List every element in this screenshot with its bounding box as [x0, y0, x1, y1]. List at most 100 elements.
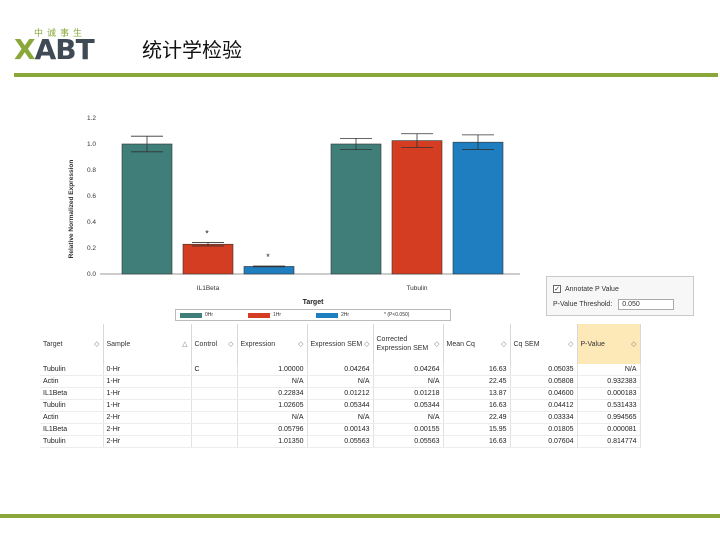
column-header[interactable]: Target ◇ [40, 324, 104, 364]
results-table: Target ◇ Sample △ Control ◇ Expression ◇ Express… [40, 324, 641, 448]
expression-bar-chart: 0.0 0.2 0.4 0.6 0.8 1.0 1.2 Relative Normalized… [60, 100, 530, 322]
column-header[interactable]: Mean Cq ◇ [443, 324, 511, 364]
y-axis-label: Relative Normalized Expression [68, 160, 75, 259]
sort-icon[interactable]: ◇ [364, 341, 370, 348]
chart-legend: 0Hr 1Hr 2Hr * (P<0.050) [175, 309, 451, 321]
sort-icon[interactable]: ◇ [228, 341, 234, 348]
table-cell [191, 387, 238, 400]
table-cell: 0.932383 [577, 375, 641, 388]
sort-icon[interactable]: ◇ [434, 341, 440, 348]
sort-icon[interactable]: ◇ [94, 341, 100, 348]
table-cell: 0.05035 [510, 364, 578, 376]
x-category-label: Tubulin [406, 285, 427, 292]
bottom-rule [0, 514, 720, 518]
table-cell: 1.00000 [237, 364, 308, 376]
table-cell: IL1Beta [40, 423, 104, 436]
table-cell: 0.000081 [577, 423, 641, 436]
column-header[interactable]: Sample △ [103, 324, 192, 364]
bar-Tubulin-2Hr [452, 141, 504, 275]
sort-icon[interactable]: ◇ [298, 341, 304, 348]
y-tick-label: 0.2 [87, 245, 96, 252]
table-cell: 0.07604 [510, 435, 578, 448]
table-cell: N/A [307, 411, 374, 424]
table-cell: 2-Hr [103, 411, 192, 424]
column-header[interactable]: Corrected Expression SEM ◇ [373, 324, 444, 364]
table-cell: N/A [237, 375, 308, 388]
bar-Tubulin-0Hr [330, 143, 382, 275]
legend-item: 1Hr [248, 312, 312, 318]
column-header-label: Target [43, 340, 63, 348]
column-header-label: Expression SEM [310, 340, 363, 348]
sort-icon[interactable]: ◇ [501, 341, 507, 348]
column-header-label: P-Value [580, 340, 605, 348]
chart-canvas: 0.0 0.2 0.4 0.6 0.8 1.0 1.2 Relative Normalized… [68, 115, 520, 306]
annotate-checkbox[interactable]: ✓ [553, 285, 561, 293]
legend-swatch [316, 312, 338, 318]
top-rule [14, 73, 718, 77]
sort-icon[interactable]: ◇ [568, 341, 574, 348]
table-cell: Tubulin [40, 364, 104, 376]
table-cell: 0.05344 [307, 399, 374, 412]
table-body: Tubulin 0-Hr C 1.00000 0.04264 0.04264 16.63 0.… [40, 364, 641, 448]
table-row[interactable]: Actin 2-Hr N/A N/A N/A 22.49 0.03334 0.994565 [40, 411, 641, 424]
table-row[interactable]: Tubulin 2-Hr 1.01350 0.05563 0.05563 16.63 0.0… [40, 435, 641, 448]
logo-x: X [14, 33, 36, 66]
table-cell: 15.95 [443, 423, 511, 436]
table-cell: Tubulin [40, 435, 104, 448]
y-tick-label: 0.8 [87, 167, 96, 174]
table-row[interactable]: IL1Beta 1-Hr 0.22834 0.01212 0.01218 13.87 0.0… [40, 387, 641, 400]
annotate-label: Annotate P Value [565, 285, 619, 293]
table-cell: 0.531433 [577, 399, 641, 412]
table-cell: 0.814774 [577, 435, 641, 448]
table-row[interactable]: Actin 1-Hr N/A N/A N/A 22.45 0.05808 0.932383 [40, 375, 641, 388]
column-header[interactable]: Control ◇ [191, 324, 238, 364]
table-row[interactable]: Tubulin 1-Hr 1.02605 0.05344 0.05344 16.63 0.0… [40, 399, 641, 412]
column-header-label: Control [194, 340, 218, 348]
table-cell: 16.63 [443, 435, 511, 448]
legend-label: 2Hr [341, 312, 350, 318]
y-tick-label: 1.2 [87, 115, 96, 122]
legend-item: 2Hr [316, 312, 380, 318]
column-header[interactable]: P-Value ◇ [577, 324, 641, 364]
column-header-label: Expression [240, 340, 276, 348]
table-cell: N/A [373, 411, 444, 424]
y-tick-label: 1.0 [87, 141, 96, 148]
table-cell: N/A [237, 411, 308, 424]
table-header-row: Target ◇ Sample △ Control ◇ Expression ◇ Express… [40, 324, 641, 364]
table-cell: 0.01212 [307, 387, 374, 400]
table-cell: Actin [40, 375, 104, 388]
sort-icon[interactable]: ◇ [631, 341, 637, 348]
table-row[interactable]: IL1Beta 2-Hr 0.05796 0.00143 0.00155 15.95 0.0… [40, 423, 641, 436]
table-cell: 0.994565 [577, 411, 641, 424]
y-tick-label: 0.4 [87, 219, 96, 226]
table-cell: 1.02605 [237, 399, 308, 412]
table-cell: IL1Beta [40, 387, 104, 400]
legend-swatch [180, 312, 202, 318]
company-logo: 中诚事生 XABT [14, 26, 114, 66]
table-cell: C [191, 364, 238, 376]
table-cell: 16.63 [443, 399, 511, 412]
table-row[interactable]: Tubulin 0-Hr C 1.00000 0.04264 0.04264 16.63 0.… [40, 364, 641, 376]
table-cell [191, 399, 238, 412]
column-header-label: Corrected Expression SEM [376, 336, 429, 352]
column-header[interactable]: Expression ◇ [237, 324, 308, 364]
y-tick-label: 0.0 [87, 271, 96, 278]
annotate-panel: ✓ Annotate P Value P-Value Threshold: 0.… [546, 276, 694, 316]
column-header[interactable]: Cq SEM ◇ [510, 324, 578, 364]
threshold-input[interactable]: 0.050 [618, 299, 675, 310]
table-cell: 2-Hr [103, 435, 192, 448]
sort-icon[interactable]: △ [182, 341, 188, 348]
table-cell: 13.87 [443, 387, 511, 400]
x-axis-label: Target [303, 299, 325, 306]
table-cell: 22.49 [443, 411, 511, 424]
column-header[interactable]: Expression SEM ◇ [307, 324, 374, 364]
table-cell: 0.01218 [373, 387, 444, 400]
annotate-row[interactable]: ✓ Annotate P Value [553, 285, 619, 293]
bar-IL1Beta-2Hr [243, 266, 295, 275]
threshold-label: P-Value Threshold: [553, 301, 613, 308]
table-cell: 1-Hr [103, 399, 192, 412]
legend-label: 1Hr [273, 312, 282, 318]
table-cell: N/A [577, 364, 641, 376]
table-cell: 1.01350 [237, 435, 308, 448]
table-cell: 0.04264 [307, 364, 374, 376]
